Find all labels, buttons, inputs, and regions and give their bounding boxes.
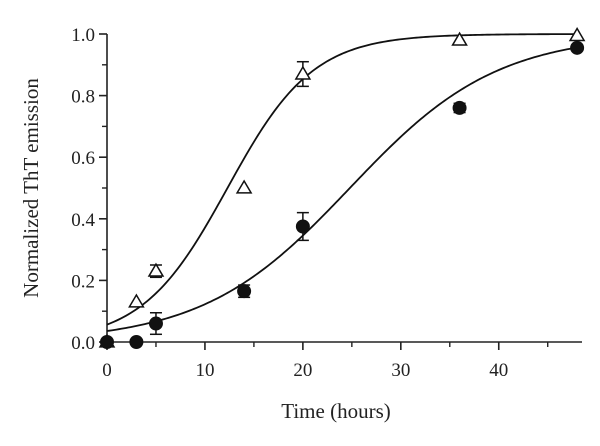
data-point-circle [100,335,114,349]
x-tick-label: 30 [391,360,410,381]
data-point-triangle [294,65,312,80]
data-point-circle [452,100,467,115]
data-point-triangle [568,27,586,42]
data-point-circle [148,316,163,331]
data-point-circle [295,219,310,234]
data-point-triangle [128,293,145,308]
fit-curve-1 [106,33,580,326]
data-point-circle [129,335,144,349]
axes: 0 10 20 30 40 0.0 0.2 0.4 0.6 0.8 1.0 [71,25,582,381]
y-tick-label: 0.4 [71,210,95,231]
y-tick-label: 0.0 [71,333,95,354]
data-point-triangle [451,31,468,46]
x-tick-label: 40 [489,360,508,381]
y-tick-label: 0.8 [71,87,95,108]
x-tick-label: 0 [102,360,112,381]
data-point-triangle [235,179,253,194]
y-axis-label: Normalized ThT emission [19,78,43,298]
data-points [98,27,586,349]
fit-curve-2 [106,46,580,332]
y-tick-label: 0.6 [71,148,95,169]
x-axis-label: Time (hours) [281,399,390,423]
data-point-triangle [147,262,165,277]
fit-curves [106,33,580,332]
x-tick-label: 20 [293,360,312,381]
y-tick-label: 0.2 [71,271,95,292]
x-tick-label: 10 [195,360,214,381]
data-point-circle [237,284,252,299]
data-point-circle [570,40,585,55]
y-tick-label: 1.0 [71,25,95,46]
